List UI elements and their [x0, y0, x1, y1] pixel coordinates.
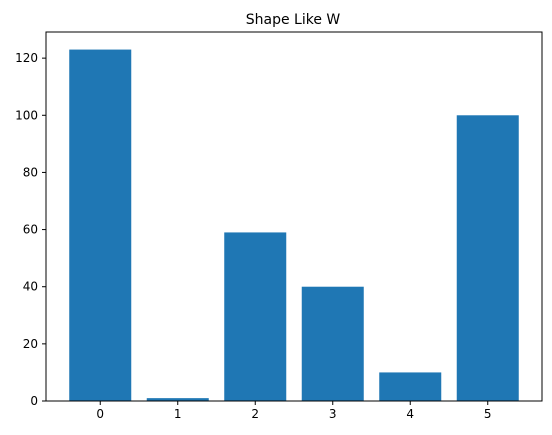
x-tick-label: 1	[174, 407, 182, 421]
y-tick-label: 0	[30, 394, 38, 408]
bar-5	[456, 115, 519, 402]
y-tick-label: 40	[23, 280, 38, 294]
y-axis: 0 20 40 60 80 100 120	[15, 51, 46, 408]
y-tick-label: 20	[23, 337, 38, 351]
x-tick-label: 5	[484, 407, 492, 421]
x-tick-label: 4	[406, 407, 414, 421]
plot-frame	[45, 31, 543, 402]
y-tick-label: 80	[23, 165, 38, 179]
x-tick-label: 2	[251, 407, 259, 421]
bar-3	[301, 286, 364, 401]
y-tick-label: 60	[23, 223, 38, 237]
chart-title: Shape Like W	[246, 12, 341, 28]
x-tick-label: 0	[96, 407, 104, 421]
y-tick-label: 100	[15, 108, 38, 122]
bars-layer	[69, 49, 519, 402]
y-tick-label: 120	[15, 51, 38, 65]
bar-4	[379, 372, 442, 401]
bar-2	[224, 232, 287, 401]
x-axis: 0 1 2 3 4 5	[96, 401, 492, 421]
bar-0	[69, 49, 132, 401]
bar-1	[146, 398, 209, 401]
x-tick-label: 3	[329, 407, 337, 421]
